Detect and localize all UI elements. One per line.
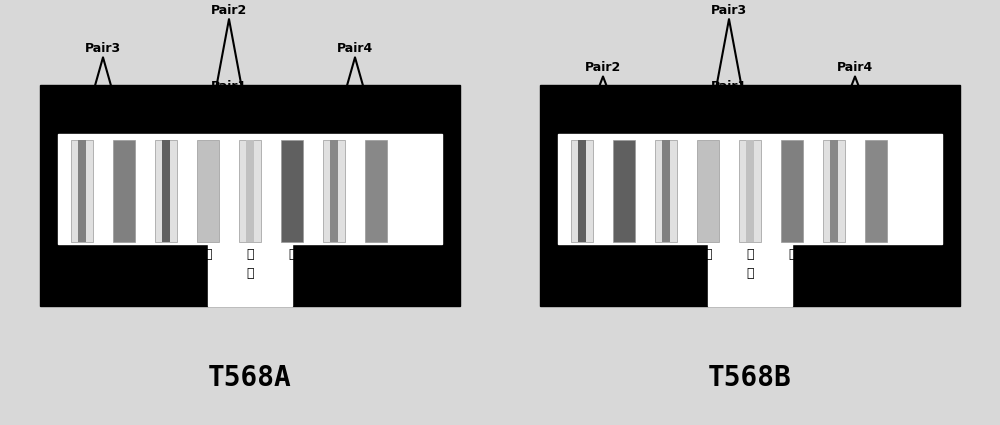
Bar: [781, 140, 803, 242]
Text: 棕: 棕: [872, 248, 880, 261]
Bar: [613, 140, 635, 242]
Text: 白: 白: [162, 248, 170, 261]
Text: 蓝: 蓝: [246, 267, 254, 280]
Text: Pair2: Pair2: [211, 4, 247, 17]
Bar: [323, 140, 345, 242]
Bar: [246, 140, 254, 242]
Text: 白: 白: [330, 248, 338, 261]
Bar: [708, 244, 792, 306]
Bar: [662, 140, 670, 242]
Bar: [71, 140, 93, 242]
Text: 白桔: 白桔: [574, 248, 590, 261]
Bar: [697, 140, 719, 242]
Text: 绿: 绿: [120, 248, 128, 261]
Text: Pair1: Pair1: [211, 80, 247, 94]
Text: T568A: T568A: [208, 364, 292, 392]
Bar: [746, 140, 754, 242]
Bar: [58, 133, 442, 244]
Text: T568B: T568B: [708, 364, 792, 392]
Bar: [655, 140, 677, 242]
Text: 白: 白: [746, 248, 754, 261]
Text: 棕: 棕: [830, 267, 838, 280]
Text: 蓝: 蓝: [704, 248, 712, 261]
Bar: [558, 133, 942, 244]
Bar: [830, 140, 838, 242]
Text: Pair4: Pair4: [337, 42, 373, 55]
Bar: [155, 140, 177, 242]
Bar: [540, 85, 960, 306]
Bar: [78, 140, 86, 242]
Bar: [823, 140, 845, 242]
Text: Pair1: Pair1: [711, 80, 747, 94]
Bar: [197, 140, 219, 242]
Text: 棕: 棕: [330, 267, 338, 280]
Text: 绿: 绿: [662, 267, 670, 280]
Bar: [739, 140, 761, 242]
Text: 白: 白: [246, 248, 254, 261]
Text: 白: 白: [830, 248, 838, 261]
Bar: [281, 140, 303, 242]
Bar: [40, 85, 460, 306]
Text: 白绿: 白绿: [74, 248, 89, 261]
Text: 桔: 桔: [620, 248, 628, 261]
Text: Pair3: Pair3: [85, 42, 121, 55]
Bar: [208, 244, 292, 306]
Text: 桔: 桔: [288, 248, 296, 261]
Bar: [865, 140, 887, 242]
Text: 绿: 绿: [788, 248, 796, 261]
Bar: [365, 140, 387, 242]
Text: Pair2: Pair2: [585, 61, 621, 74]
Bar: [239, 140, 261, 242]
Text: 棕: 棕: [372, 248, 380, 261]
Text: Pair4: Pair4: [837, 61, 873, 74]
Text: 桔: 桔: [162, 267, 170, 280]
Bar: [330, 140, 338, 242]
Bar: [571, 140, 593, 242]
Bar: [113, 140, 135, 242]
Bar: [162, 140, 170, 242]
Text: Pair3: Pair3: [711, 4, 747, 17]
Text: 白: 白: [662, 248, 670, 261]
Text: 蓝: 蓝: [746, 267, 754, 280]
Text: 蓝: 蓝: [204, 248, 212, 261]
Bar: [578, 140, 586, 242]
